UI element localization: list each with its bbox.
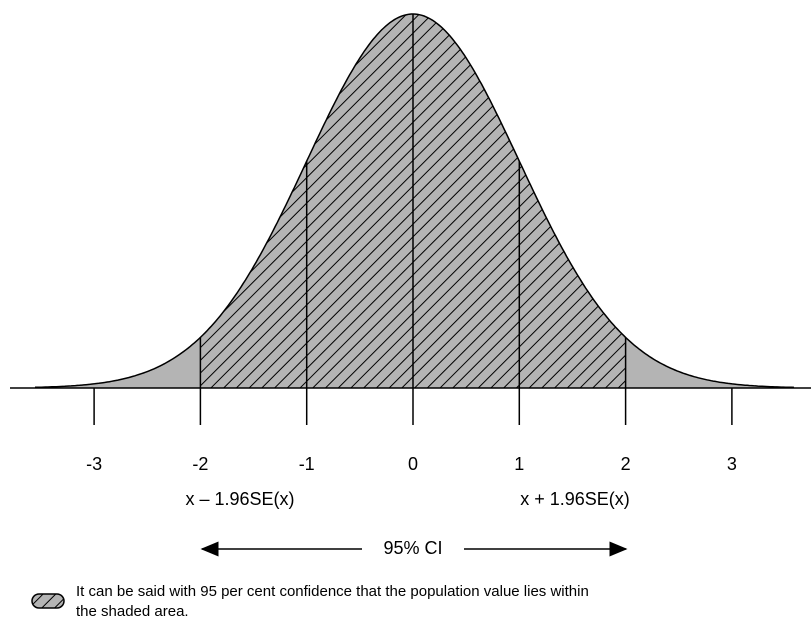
legend-text: the shaded area.	[76, 603, 189, 620]
upper-bound-label: x + 1.96SE(x)	[520, 489, 630, 509]
legend-text: It can be said with 95 per cent confiden…	[76, 583, 589, 600]
tick-label: 1	[514, 454, 524, 474]
tick-label: 2	[621, 454, 631, 474]
curve-layer	[35, 13, 795, 389]
ci-label: 95% CI	[383, 538, 442, 558]
tick-label: -2	[192, 454, 208, 474]
tick-label: 0	[408, 454, 418, 474]
lower-bound-label: x – 1.96SE(x)	[185, 489, 294, 509]
tick-label: 3	[727, 454, 737, 474]
tick-label: -3	[86, 454, 102, 474]
tick-label: -1	[299, 454, 315, 474]
curve	[35, 13, 795, 389]
legend-swatch	[31, 593, 65, 609]
